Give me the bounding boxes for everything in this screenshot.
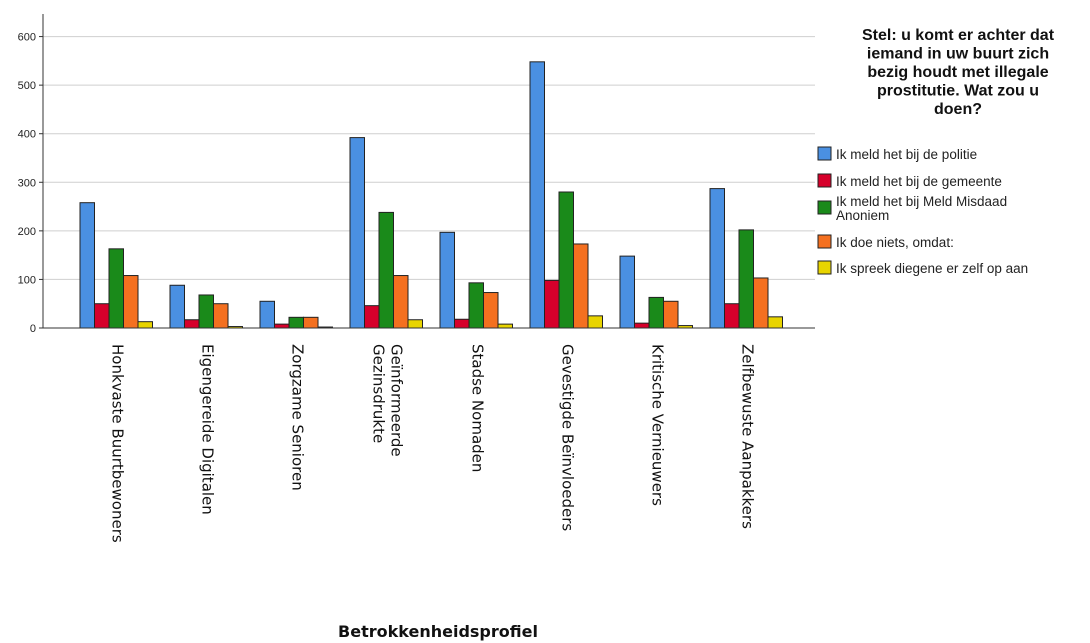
legend-swatch [817,260,832,275]
bar [573,243,589,329]
x-tick-label-line: Zorgzame Senioren [288,344,306,491]
bar [169,284,185,329]
bar [393,275,409,329]
x-tick-label: Zelfbewuste Aanpakkers [738,344,756,529]
x-tick-label: Honkvaste Buurtbewoners [108,344,126,543]
legend-title-line: bezig houdt met illegale [867,64,1048,81]
bar [213,303,229,329]
bar [724,303,740,329]
bar [407,319,423,329]
category-labels: Honkvaste Buurtbewoners Eigengereide Digi… [108,344,756,543]
legend-title-line: prostitutie. Wat zou u [877,83,1039,100]
bar [738,229,754,329]
bar [184,319,200,329]
bar [108,248,124,329]
bar [274,323,290,329]
bar [663,300,679,329]
bar [753,277,769,329]
legend-title-line: Stel: u komt er achter dat [862,27,1055,44]
bar [137,321,153,329]
bar [483,292,499,329]
x-tick-label: Gevestigde Beïnvloeders [558,344,576,531]
bar [497,323,513,329]
y-tick-label: 500 [18,80,36,92]
y-tick-label: 300 [18,177,36,189]
bar [587,315,603,329]
legend-label: Ik meld het bij de politie [836,147,977,162]
bar [288,316,304,329]
bar [544,279,560,329]
bar [619,255,635,329]
x-tick-label-line: Kritische Vernieuwers [648,344,666,506]
y-tick-label: 0 [30,323,36,335]
x-tick-label: Kritische Vernieuwers [648,344,666,506]
legend-label: Ik spreek diegene er zelf op aan [836,261,1028,276]
legend-label: Ik doe niets, omdat: [836,235,954,250]
legend-item: Ik meld het bij de politie [817,146,977,162]
bar [634,322,650,329]
bar [767,316,783,329]
bars [79,61,783,329]
bar [648,296,664,329]
bar [198,294,214,329]
x-tick-label-line: Geïnformeerde [387,344,405,457]
bar [558,191,574,329]
legend-item: Ik doe niets, omdat: [817,234,954,250]
x-axis-label: Betrokkenheidsprofiel [338,622,538,641]
x-tick-label-line: Honkvaste Buurtbewoners [108,344,126,543]
y-tick-label: 200 [18,226,36,238]
legend-label-cont: Anoniem [836,208,889,223]
axes: 0 100 200 300 400 500 600 [18,14,815,335]
bar [468,282,484,329]
y-tick-label: 100 [18,274,36,286]
x-tick-label: Stadse Nomaden [468,344,486,472]
x-tick-label-line: Zelfbewuste Aanpakkers [738,344,756,529]
legend-swatch [817,146,832,161]
bar [94,303,110,329]
bar [123,275,139,329]
x-tick-label: Zorgzame Senioren [288,344,306,491]
y-tick-label: 400 [18,129,36,141]
bar [709,188,725,329]
x-tick-label-line: Gevestigde Beïnvloeders [558,344,576,531]
legend-title-line: iemand in uw buurt zich [867,46,1049,63]
x-tick-label-line: Stadse Nomaden [468,344,486,472]
legend-swatch [817,173,832,188]
bar [79,202,95,329]
x-tick-label-line: Gezinsdrukte [369,344,387,443]
bar [454,318,470,329]
y-tick-label: 600 [18,32,36,44]
bar [364,305,380,329]
legend-swatch [817,200,832,215]
x-tick-label: Eigengereide Digitalen [198,344,216,515]
bar [378,211,394,329]
legend-item: Ik spreek diegene er zelf op aan [817,260,1028,276]
legend-title-line: doen? [934,101,982,118]
x-tick-label-line: Eigengereide Digitalen [198,344,216,515]
bar [349,137,365,329]
bar [303,316,319,329]
legend-item: Ik meld het bij de gemeente [817,173,1002,189]
legend-label: Ik meld het bij Meld Misdaad [836,194,1007,209]
legend: Stel: u komt er achter dat iemand in uw b… [817,27,1055,276]
gridlines [43,36,815,280]
legend-label: Ik meld het bij de gemeente [836,174,1002,189]
legend-swatch [817,234,832,249]
bar [439,231,455,329]
bar [259,300,275,329]
bar [529,61,545,329]
